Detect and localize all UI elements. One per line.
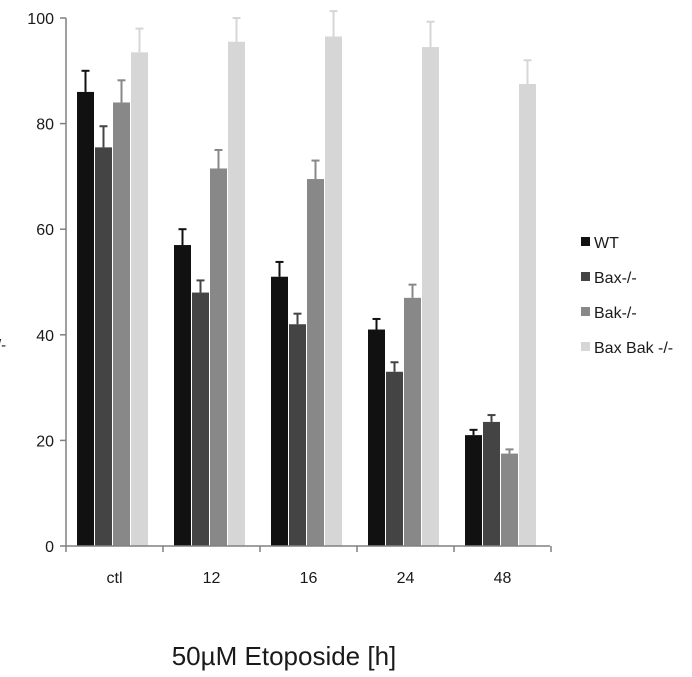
bar-wt-48 [465, 435, 482, 546]
plot-area [77, 11, 536, 546]
y-tick-label: 40 [36, 328, 54, 345]
y-tick-label: 100 [27, 11, 54, 28]
x-tick-label: 24 [397, 570, 415, 587]
legend-swatch [581, 272, 590, 281]
bar-bax--48 [483, 422, 500, 546]
legend-label: Bax Bak -/- [594, 340, 673, 357]
x-tick-label: 12 [203, 570, 221, 587]
y-axis-label: -/- [0, 337, 6, 354]
bar-bax--ctl [95, 147, 112, 546]
bar-bak--ctl [113, 102, 130, 546]
x-tick-label: 48 [494, 570, 512, 587]
bar-bax-bak--24 [422, 47, 439, 546]
bar-wt-ctl [77, 92, 94, 546]
bar-bak--16 [307, 179, 324, 546]
bar-bax-bak--16 [325, 36, 342, 546]
bar-bak--48 [501, 454, 518, 546]
y-tick-label: 20 [36, 433, 54, 450]
x-tick-label: ctl [107, 570, 123, 587]
bar-bax--16 [289, 324, 306, 546]
bar-bax--24 [386, 372, 403, 546]
bar-bak--24 [404, 298, 421, 546]
bar-bax--12 [192, 293, 209, 546]
bar-wt-24 [368, 330, 385, 546]
y-tick-label: 80 [36, 117, 54, 134]
legend-swatch [581, 237, 590, 246]
x-axis-title: 50µM Etoposide [h] [172, 641, 397, 671]
legend-label: WT [594, 235, 619, 252]
x-tick-label: 16 [300, 570, 318, 587]
bar-bax-bak--48 [519, 84, 536, 546]
bar-bak--12 [210, 168, 227, 546]
legend-swatch [581, 307, 590, 316]
legend-swatch [581, 342, 590, 351]
bar-bax-bak--ctl [131, 52, 148, 546]
legend: WT Bax-/- Bak-/- Bax Bak -/- [581, 235, 673, 357]
legend-label: Bak-/- [594, 305, 637, 322]
bar-bax-bak--12 [228, 42, 245, 546]
bar-wt-12 [174, 245, 191, 546]
bar-wt-16 [271, 277, 288, 546]
y-tick-label: 0 [45, 539, 54, 556]
legend-label: Bax-/- [594, 270, 637, 287]
y-tick-label: 60 [36, 222, 54, 239]
